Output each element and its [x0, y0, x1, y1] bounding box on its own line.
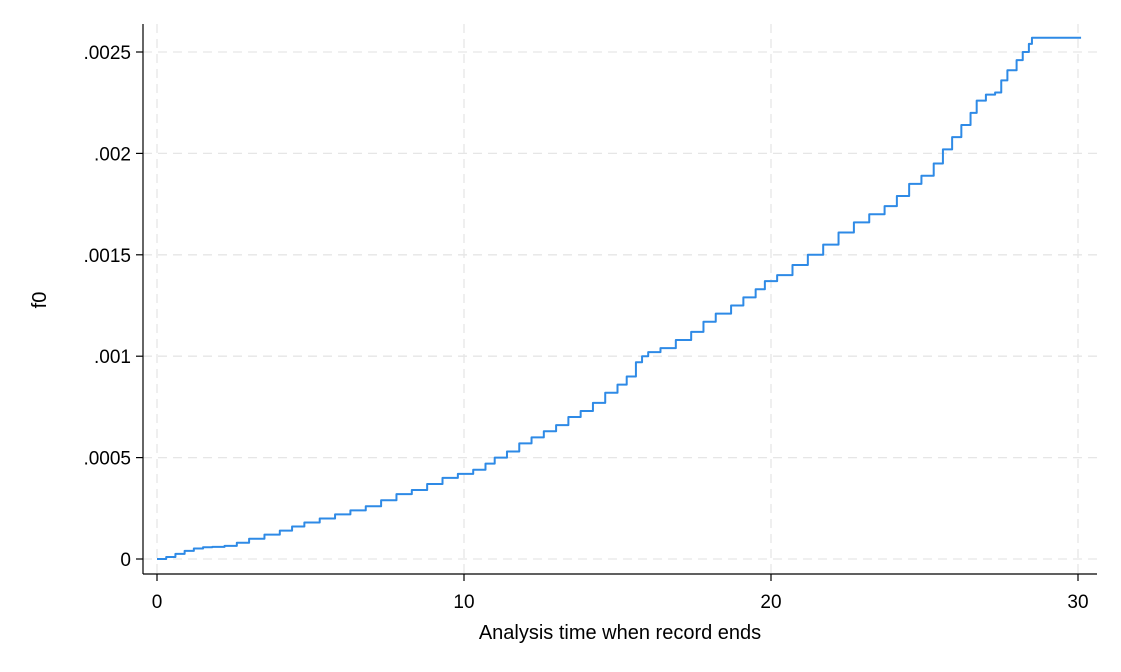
y-tick-label: .0015	[83, 246, 131, 267]
series-line	[157, 36, 1082, 560]
y-tick-label: .002	[94, 144, 131, 165]
x-tick-label: 10	[453, 592, 474, 613]
x-tick-label: 20	[760, 592, 781, 613]
grid-lines	[143, 24, 1097, 574]
y-tick-label: .001	[94, 347, 131, 368]
x-axis-title: Analysis time when record ends	[479, 622, 761, 644]
y-tick-label: 0	[120, 550, 131, 571]
x-ticks: 0 10 20 30	[152, 574, 1089, 613]
y-ticks: 0 .0005 .001 .0015 .002 .0025	[83, 43, 143, 571]
series-layer	[157, 36, 1082, 560]
y-tick-label: .0025	[83, 43, 131, 64]
x-tick-label: 30	[1067, 592, 1088, 613]
x-tick-label: 0	[152, 592, 163, 613]
y-axis-title: f0	[29, 292, 51, 309]
y-tick-label: .0005	[83, 449, 131, 470]
